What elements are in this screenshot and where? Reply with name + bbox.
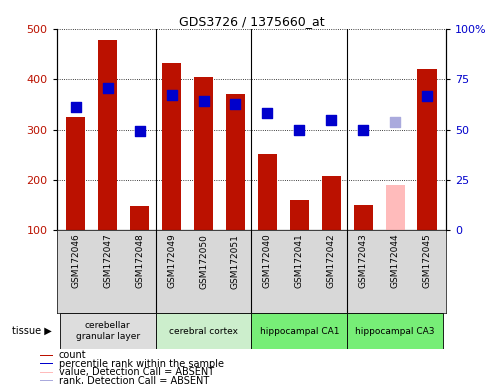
Bar — [321, 176, 341, 230]
Bar — [386, 185, 405, 230]
Bar — [156, 313, 251, 349]
Bar — [40, 380, 53, 381]
Text: GSM172049: GSM172049 — [167, 234, 176, 288]
Text: GSM172044: GSM172044 — [390, 234, 400, 288]
Point — [327, 116, 335, 122]
Text: GSM172051: GSM172051 — [231, 234, 240, 289]
Bar — [347, 313, 443, 349]
Text: GSM172046: GSM172046 — [71, 234, 80, 288]
Point — [168, 92, 176, 98]
Text: tissue ▶: tissue ▶ — [12, 326, 52, 336]
Text: percentile rank within the sample: percentile rank within the sample — [59, 359, 224, 369]
Title: GDS3726 / 1375660_at: GDS3726 / 1375660_at — [178, 15, 324, 28]
Text: GSM172045: GSM172045 — [423, 234, 431, 288]
Text: cerebral cortex: cerebral cortex — [169, 327, 238, 336]
Point — [104, 85, 112, 91]
Text: value, Detection Call = ABSENT: value, Detection Call = ABSENT — [59, 367, 214, 377]
Point — [232, 101, 240, 108]
Bar — [251, 313, 347, 349]
Text: count: count — [59, 350, 87, 360]
Text: GSM172050: GSM172050 — [199, 234, 208, 289]
Text: cerebellar
granular layer: cerebellar granular layer — [76, 321, 140, 341]
Bar — [40, 372, 53, 373]
Text: GSM172042: GSM172042 — [327, 234, 336, 288]
Point — [72, 104, 80, 110]
Bar — [258, 154, 277, 230]
Point — [295, 126, 303, 132]
Bar — [40, 355, 53, 356]
Bar — [162, 63, 181, 230]
Point — [391, 119, 399, 125]
Text: GSM172041: GSM172041 — [295, 234, 304, 288]
Text: hippocampal CA1: hippocampal CA1 — [260, 327, 339, 336]
Text: rank, Detection Call = ABSENT: rank, Detection Call = ABSENT — [59, 376, 209, 384]
Point — [423, 93, 431, 99]
Bar — [98, 40, 117, 230]
Point — [263, 111, 271, 117]
Bar — [40, 363, 53, 364]
Bar — [226, 94, 245, 230]
Point — [359, 126, 367, 132]
Text: GSM172040: GSM172040 — [263, 234, 272, 288]
Text: hippocampal CA3: hippocampal CA3 — [355, 327, 435, 336]
Text: GSM172048: GSM172048 — [135, 234, 144, 288]
Text: GSM172047: GSM172047 — [103, 234, 112, 288]
Bar — [418, 69, 437, 230]
Point — [200, 98, 208, 104]
Point — [136, 127, 143, 134]
Text: GSM172043: GSM172043 — [359, 234, 368, 288]
Bar — [290, 200, 309, 230]
Bar — [353, 205, 373, 230]
Bar — [194, 77, 213, 230]
Bar — [66, 117, 85, 230]
Bar — [130, 206, 149, 230]
Bar — [60, 313, 156, 349]
